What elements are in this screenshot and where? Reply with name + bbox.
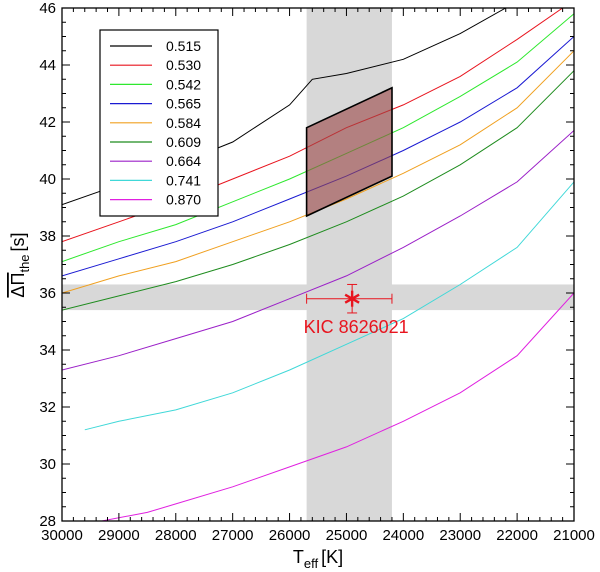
x-tick-label: 26000: [269, 527, 311, 544]
y-tick-label: 28: [39, 513, 56, 530]
y-tick-label: 40: [39, 171, 56, 188]
period-uncertainty-band: [62, 284, 574, 311]
x-tick-label: 29000: [98, 527, 140, 544]
series-line-0.741: [84, 181, 574, 431]
legend-label-0.870: 0.870: [166, 192, 201, 208]
legend-label-0.584: 0.584: [166, 115, 201, 131]
legend-label-0.542: 0.542: [166, 76, 201, 92]
x-tick-label: 30000: [41, 527, 83, 544]
model-region-parallelogram: [305, 86, 393, 218]
series-line-0.609: [62, 70, 574, 311]
series-line-0.664: [62, 130, 574, 371]
legend: 0.515 0.530 0.542 0.565 0.584 0.609 0.664 0.741…: [99, 29, 219, 217]
y-tick-label: 46: [39, 0, 56, 17]
star-marker-group: [306, 283, 393, 314]
y-tick-label: 42: [39, 114, 56, 131]
y-axis-label: ΔΠthe[s]: [8, 232, 32, 297]
legend-label-0.664: 0.664: [166, 153, 201, 169]
legend-label-0.609: 0.609: [166, 134, 201, 150]
y-tick-label: 44: [39, 57, 56, 74]
star-label: KIC 8626021: [304, 317, 409, 337]
legend-label-0.565: 0.565: [166, 96, 201, 112]
y-tick-label: 34: [39, 342, 56, 359]
y-tick-label: 38: [39, 228, 56, 245]
x-tick-label: 24000: [382, 527, 424, 544]
x-tick-label: 28000: [155, 527, 197, 544]
teff-uncertainty-band: [306, 8, 392, 521]
legend-label-0.741: 0.741: [166, 172, 201, 188]
y-tick-label: 32: [39, 399, 56, 416]
star-marker-stroke: [344, 293, 360, 304]
x-tick-label: 23000: [439, 527, 481, 544]
x-tick-label: 27000: [212, 527, 254, 544]
y-tick-label: 36: [39, 285, 56, 302]
series-line-0.870: [101, 292, 574, 521]
y-tick-label: 30: [39, 456, 56, 473]
x-axis-label: Teff [K]: [293, 547, 343, 571]
x-tick-label: 21000: [553, 527, 595, 544]
legend-label-0.515: 0.515: [166, 38, 201, 54]
x-tick-label: 22000: [496, 527, 538, 544]
legend-label-0.530: 0.530: [166, 57, 201, 73]
x-tick-label: 25000: [326, 527, 368, 544]
